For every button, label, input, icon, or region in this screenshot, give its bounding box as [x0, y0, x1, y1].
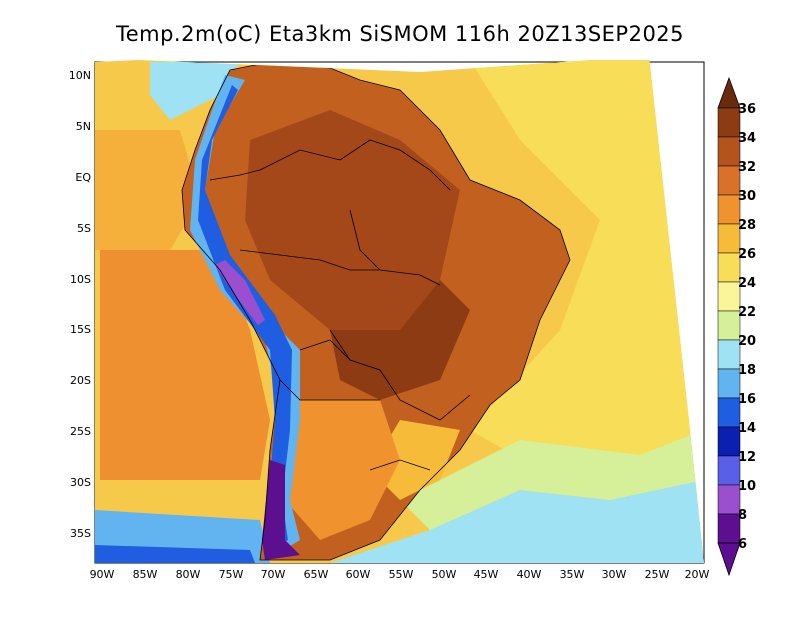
colorbar-label-14: 14	[738, 421, 756, 436]
lat-label-35s: 35S	[70, 527, 91, 540]
south-atlantic-cool-band	[330, 470, 704, 563]
colorbar-label-8: 8	[738, 508, 747, 523]
pacific-orange-field	[100, 250, 270, 480]
caribbean-cool-strip	[150, 62, 240, 120]
lat-label-5n: 5N	[76, 120, 91, 133]
lon-label-55w: 55W	[389, 568, 414, 581]
colorbar-segment-14-16	[717, 397, 741, 428]
colorbar-label-12: 12	[738, 450, 756, 465]
latitude-axis: 10N 5N EQ 5S 10S 15S 20S 25S 30S 35S	[69, 69, 92, 540]
lat-label-25s: 25S	[70, 425, 91, 438]
andes-peaks-coldest	[262, 460, 300, 560]
map-title: Temp.2m(oC) Eta3km SiSMOM 116h 20Z13SEP2…	[115, 22, 684, 46]
colorbar-label-20: 20	[738, 334, 756, 349]
colorbar-segment-18-20	[717, 339, 741, 370]
lon-label-30w: 30W	[602, 568, 627, 581]
lon-label-60w: 60W	[346, 568, 371, 581]
lon-label-40w: 40W	[517, 568, 542, 581]
colorbar-segment-24-26	[717, 252, 741, 283]
lat-label-15s: 15S	[70, 323, 91, 336]
lat-label-10n: 10N	[69, 69, 91, 82]
lon-label-70w: 70W	[261, 568, 286, 581]
map-panel: 10N 5N EQ 5S 10S 15S 20S 25S 30S 35S 90W…	[69, 60, 710, 581]
lon-label-65w: 65W	[304, 568, 329, 581]
lon-label-45w: 45W	[474, 568, 499, 581]
south-atlantic-mild-band	[400, 430, 704, 530]
andes-core-colder	[198, 85, 292, 550]
colorbar-segment-32-34	[717, 136, 741, 167]
far-south-deep-cool	[95, 545, 255, 563]
colorbar-top-arrow	[717, 76, 741, 109]
argentina-warm	[285, 400, 400, 540]
lon-label-90w: 90W	[90, 568, 115, 581]
colorbar-bottom-arrow	[717, 542, 741, 577]
colorbar-label-26: 26	[738, 247, 756, 262]
north-pacific-warm-field	[95, 130, 200, 250]
lon-label-25w: 25W	[645, 568, 670, 581]
colorbar-segment-16-18	[717, 368, 741, 399]
colorbar-label-30: 30	[738, 189, 756, 204]
longitude-axis: 90W 85W 80W 75W 70W 65W 60W 55W 50W 45W …	[90, 568, 710, 581]
colorbar: 36 34 32 30 28 26 24 22 20 18 16 14 12 1…	[717, 76, 756, 577]
colorbar-segment-30-32	[717, 165, 741, 196]
lat-label-5s: 5S	[77, 222, 91, 235]
colorbar-label-6: 6	[738, 537, 747, 552]
colorbar-label-24: 24	[738, 276, 756, 291]
atlantic-yellow-field	[470, 60, 704, 470]
colorbar-label-10: 10	[738, 479, 756, 494]
lon-label-75w: 75W	[219, 568, 244, 581]
lon-label-85w: 85W	[133, 568, 158, 581]
lat-label-30s: 30S	[70, 476, 91, 489]
colorbar-segment-26-28	[717, 223, 741, 254]
colorbar-label-16: 16	[738, 392, 756, 407]
colorbar-label-32: 32	[738, 160, 756, 175]
lon-label-35w: 35W	[560, 568, 585, 581]
colorbar-label-34: 34	[738, 131, 756, 146]
colorbar-label-36: 36	[738, 102, 756, 117]
colorbar-segment-12-14	[717, 426, 741, 457]
colorbar-segment-34-36	[717, 107, 741, 138]
central-brazil-hot	[330, 280, 470, 400]
country-borders	[181, 61, 571, 561]
andes-purple-band	[215, 260, 265, 325]
colorbar-label-22: 22	[738, 305, 756, 320]
colorbar-segment-22-24	[717, 281, 741, 312]
colorbar-segment-6-8	[717, 513, 741, 544]
colorbar-segment-20-22	[717, 310, 741, 341]
colorbar-segment-28-30	[717, 194, 741, 225]
lat-label-10s: 10S	[70, 273, 91, 286]
lon-label-20w: 20W	[685, 568, 710, 581]
colorbar-segment-8-10	[717, 484, 741, 515]
lat-label-20s: 20S	[70, 374, 91, 387]
lon-label-80w: 80W	[176, 568, 201, 581]
colorbar-segment-10-12	[717, 455, 741, 486]
lat-label-eq: EQ	[75, 171, 91, 184]
colorbar-label-18: 18	[738, 363, 756, 378]
lon-label-50w: 50W	[432, 568, 457, 581]
colorbar-label-28: 28	[738, 218, 756, 233]
